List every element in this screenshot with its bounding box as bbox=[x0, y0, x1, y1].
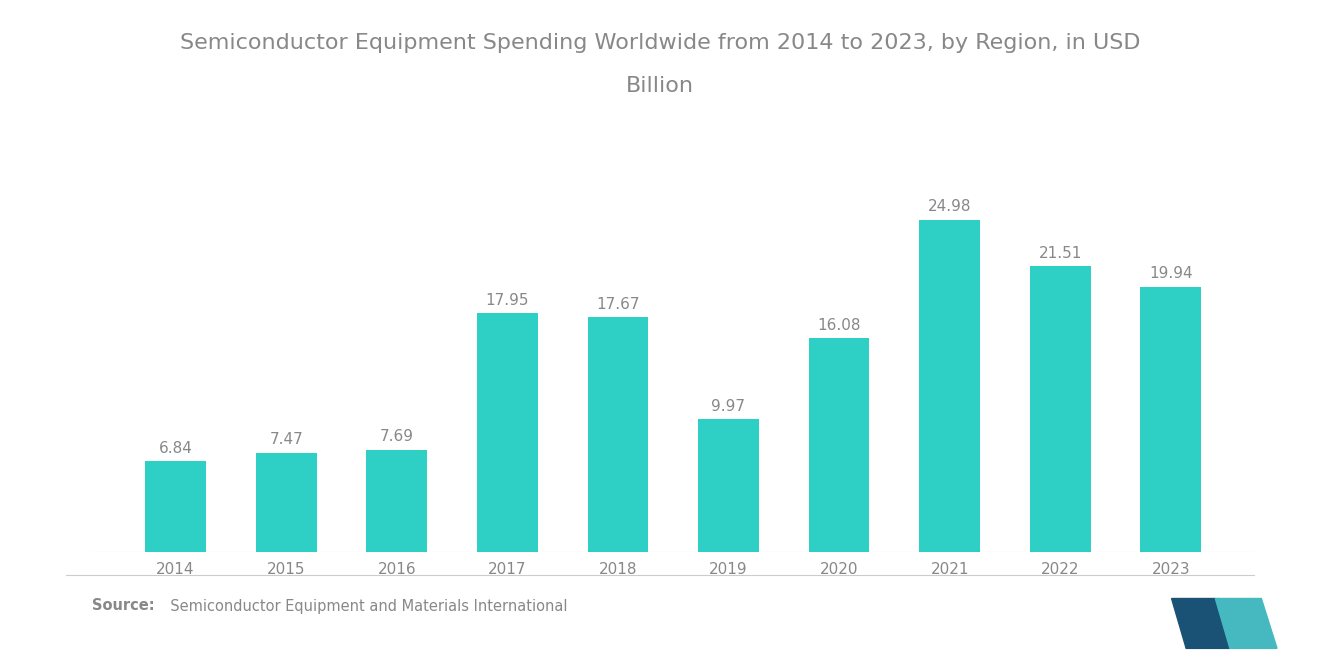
Bar bbox=[145, 461, 206, 552]
Text: Semiconductor Equipment and Materials International: Semiconductor Equipment and Materials In… bbox=[161, 598, 568, 614]
Bar bbox=[1030, 266, 1090, 552]
Polygon shape bbox=[1172, 598, 1230, 648]
Text: 6.84: 6.84 bbox=[158, 441, 193, 456]
Text: 7.69: 7.69 bbox=[380, 430, 413, 444]
Text: Source:: Source: bbox=[92, 598, 154, 614]
Bar bbox=[809, 338, 870, 552]
Bar bbox=[698, 420, 759, 552]
Text: 24.98: 24.98 bbox=[928, 200, 972, 214]
Bar bbox=[367, 450, 428, 552]
Bar bbox=[587, 317, 648, 552]
Text: 17.95: 17.95 bbox=[486, 293, 529, 308]
Bar bbox=[477, 313, 537, 552]
Text: 19.94: 19.94 bbox=[1148, 267, 1192, 281]
Text: 7.47: 7.47 bbox=[269, 432, 304, 448]
Bar bbox=[256, 453, 317, 552]
Text: 21.51: 21.51 bbox=[1039, 245, 1082, 261]
Text: Billion: Billion bbox=[626, 76, 694, 96]
Text: 16.08: 16.08 bbox=[817, 318, 861, 332]
Text: 17.67: 17.67 bbox=[597, 297, 640, 312]
Text: 9.97: 9.97 bbox=[711, 399, 746, 414]
Bar bbox=[1140, 287, 1201, 552]
Polygon shape bbox=[1217, 598, 1276, 648]
Bar bbox=[919, 219, 979, 552]
Text: Semiconductor Equipment Spending Worldwide from 2014 to 2023, by Region, in USD: Semiconductor Equipment Spending Worldwi… bbox=[180, 33, 1140, 53]
Polygon shape bbox=[1216, 598, 1233, 648]
